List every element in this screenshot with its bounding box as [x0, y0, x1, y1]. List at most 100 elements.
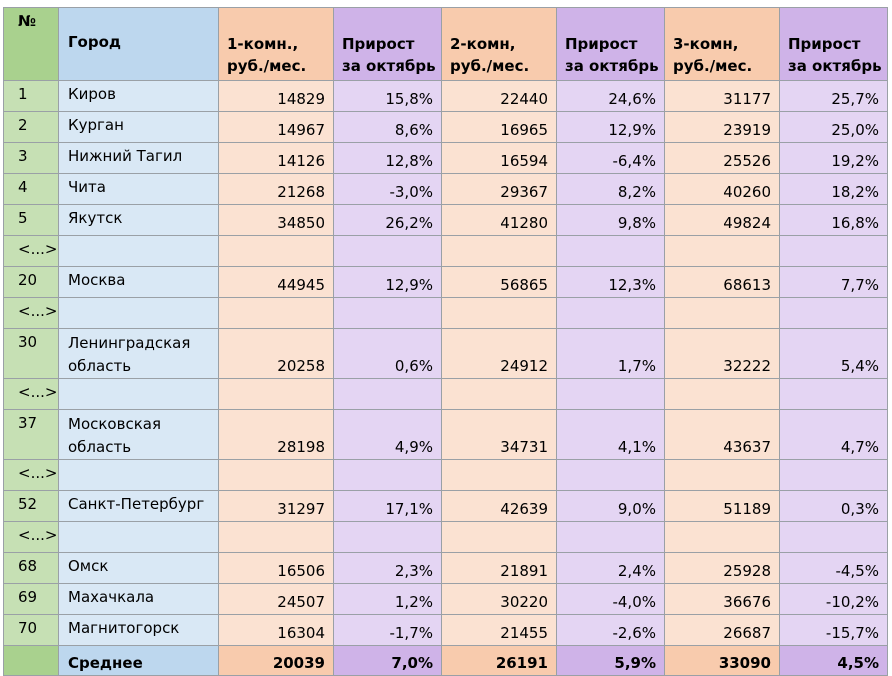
row-2room: 21891 — [441, 552, 557, 584]
row-num: 68 — [3, 552, 59, 584]
row-city: Киров — [58, 80, 219, 112]
row-1room-growth: 15,8% — [333, 80, 442, 112]
row-2room: 22440 — [441, 80, 557, 112]
table-row: 37 Московская область 28198 4,9% 34731 4… — [3, 409, 888, 460]
row-1room: 20258 — [218, 328, 334, 379]
row-3room-growth: 16,8% — [779, 204, 888, 236]
row-3room: 51189 — [664, 490, 780, 522]
row-3room: 25928 — [664, 552, 780, 584]
row-1room-growth: 0,6% — [333, 328, 442, 379]
row-3room: 32222 — [664, 328, 780, 379]
table-row: 69 Махачкала 24507 1,2% 30220 -4,0% 3667… — [3, 583, 888, 615]
row-2room-growth: -6,4% — [556, 142, 665, 174]
table-row: 52 Санкт-Петербург 31297 17,1% 42639 9,0… — [3, 490, 888, 522]
row-2room-growth: 12,9% — [556, 111, 665, 143]
row-city: Нижний Тагил — [58, 142, 219, 174]
row-1room: 28198 — [218, 409, 334, 460]
row-2room-growth: 9,8% — [556, 204, 665, 236]
row-2room-growth: 1,7% — [556, 328, 665, 379]
row-3room: 40260 — [664, 173, 780, 205]
row-1room-growth: 4,9% — [333, 409, 442, 460]
row-num: 70 — [3, 614, 59, 646]
header-num: № — [3, 7, 59, 81]
row-city: Курган — [58, 111, 219, 143]
average-2room-growth: 5,9% — [556, 645, 665, 676]
row-3room: 25526 — [664, 142, 780, 174]
row-1room: 14829 — [218, 80, 334, 112]
row-num: 30 — [3, 328, 59, 379]
average-2room: 26191 — [441, 645, 557, 676]
row-3room-growth: 7,7% — [779, 266, 888, 298]
row-2room: 21455 — [441, 614, 557, 646]
row-1room-growth: 8,6% — [333, 111, 442, 143]
row-2room-growth: -2,6% — [556, 614, 665, 646]
header-city: Город — [58, 7, 219, 81]
row-1room: 31297 — [218, 490, 334, 522]
ellipsis-row: <...> — [3, 459, 888, 491]
ellipsis-row: <...> — [3, 235, 888, 267]
row-3room-growth: 0,3% — [779, 490, 888, 522]
row-city: Махачкала — [58, 583, 219, 615]
row-2room: 16965 — [441, 111, 557, 143]
header-2room-growth: Прирост за октябрь — [556, 7, 665, 81]
rent-table: № Город 1-комн., руб./мес. Прирост за октя… — [3, 7, 888, 676]
average-3room: 33090 — [664, 645, 780, 676]
table-row: 1 Киров 14829 15,8% 22440 24,6% 31177 25… — [3, 80, 888, 112]
header-3room: 3-комн, руб./мес. — [664, 7, 780, 81]
row-1room-growth: 26,2% — [333, 204, 442, 236]
row-1room: 21268 — [218, 173, 334, 205]
row-2room-growth: -4,0% — [556, 583, 665, 615]
row-num: 1 — [3, 80, 59, 112]
table-row: 68 Омск 16506 2,3% 21891 2,4% 25928 -4,5… — [3, 552, 888, 584]
row-3room: 26687 — [664, 614, 780, 646]
table-row: 70 Магнитогорск 16304 -1,7% 21455 -2,6% … — [3, 614, 888, 646]
ellipsis-marker: <...> — [3, 297, 59, 329]
row-2room: 41280 — [441, 204, 557, 236]
row-num: 37 — [3, 409, 59, 460]
table-row: 20 Москва 44945 12,9% 56865 12,3% 68613 … — [3, 266, 888, 298]
row-1room: 44945 — [218, 266, 334, 298]
header-1room-growth: Прирост за октябрь — [333, 7, 442, 81]
row-num: 4 — [3, 173, 59, 205]
row-1room: 16506 — [218, 552, 334, 584]
row-3room-growth: -15,7% — [779, 614, 888, 646]
row-2room: 16594 — [441, 142, 557, 174]
ellipsis-marker: <...> — [3, 459, 59, 491]
table-row: 4 Чита 21268 -3,0% 29367 8,2% 40260 18,2… — [3, 173, 888, 205]
ellipsis-marker: <...> — [3, 521, 59, 553]
average-1room: 20039 — [218, 645, 334, 676]
row-2room: 29367 — [441, 173, 557, 205]
row-num: 52 — [3, 490, 59, 522]
row-1room: 16304 — [218, 614, 334, 646]
header-1room: 1-комн., руб./мес. — [218, 7, 334, 81]
ellipsis-row: <...> — [3, 378, 888, 410]
row-3room-growth: 5,4% — [779, 328, 888, 379]
row-3room-growth: 4,7% — [779, 409, 888, 460]
row-2room: 56865 — [441, 266, 557, 298]
row-num: 3 — [3, 142, 59, 174]
row-city: Санкт-Петербург — [58, 490, 219, 522]
row-2room: 34731 — [441, 409, 557, 460]
row-1room: 34850 — [218, 204, 334, 236]
row-3room-growth: -4,5% — [779, 552, 888, 584]
row-city: Якутск — [58, 204, 219, 236]
row-1room-growth: 2,3% — [333, 552, 442, 584]
row-3room-growth: 18,2% — [779, 173, 888, 205]
ellipsis-row: <...> — [3, 297, 888, 329]
ellipsis-marker: <...> — [3, 378, 59, 410]
row-city: Магнитогорск — [58, 614, 219, 646]
average-num — [3, 645, 59, 676]
row-1room-growth: -3,0% — [333, 173, 442, 205]
row-3room-growth: 25,7% — [779, 80, 888, 112]
row-2room: 42639 — [441, 490, 557, 522]
row-city: Омск — [58, 552, 219, 584]
row-city: Ленинградская область — [58, 328, 219, 379]
row-2room-growth: 4,1% — [556, 409, 665, 460]
row-3room-growth: -10,2% — [779, 583, 888, 615]
row-2room-growth: 24,6% — [556, 80, 665, 112]
average-label: Среднее — [58, 645, 219, 676]
row-city: Чита — [58, 173, 219, 205]
header-2room: 2-комн, руб./мес. — [441, 7, 557, 81]
row-1room-growth: 12,9% — [333, 266, 442, 298]
row-num: 69 — [3, 583, 59, 615]
